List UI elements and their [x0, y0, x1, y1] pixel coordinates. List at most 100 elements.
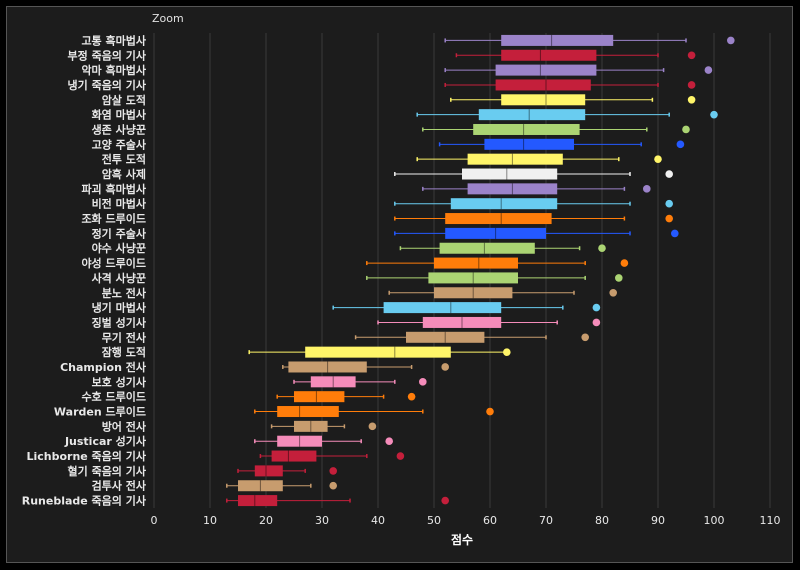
iqr-box[interactable]	[434, 257, 518, 269]
box-row[interactable]: 무기 전사	[102, 330, 589, 344]
box-row[interactable]: 냉기 죽음의 기사	[68, 78, 696, 92]
outlier-point[interactable]	[385, 437, 394, 446]
box-row[interactable]: Justicar 성기사	[64, 434, 394, 448]
iqr-box[interactable]	[445, 213, 552, 225]
iqr-box[interactable]	[434, 287, 513, 299]
box-row[interactable]: 방어 전사	[102, 419, 377, 433]
zoom-label[interactable]: Zoom	[152, 12, 184, 25]
box-row[interactable]: 생존 사냥꾼	[92, 122, 690, 136]
iqr-box[interactable]	[406, 331, 485, 343]
category-label: 사격 사냥꾼	[92, 271, 146, 285]
box-row[interactable]: 조화 드루이드	[81, 212, 673, 226]
iqr-box[interactable]	[422, 316, 502, 328]
box-row[interactable]: 혈기 죽음의 기사	[68, 464, 338, 478]
box-row[interactable]: 보호 성기사	[92, 375, 427, 389]
outlier-point[interactable]	[441, 363, 450, 371]
outlier-point[interactable]	[665, 199, 673, 208]
iqr-box[interactable]	[294, 391, 345, 403]
iqr-box[interactable]	[238, 480, 283, 492]
iqr-box[interactable]	[462, 168, 558, 180]
box-row[interactable]: 수호 드루이드	[81, 390, 416, 404]
box-row[interactable]: 암살 도적	[102, 93, 696, 107]
iqr-box[interactable]	[501, 49, 597, 61]
outlier-point[interactable]	[687, 81, 696, 89]
iqr-box[interactable]	[254, 465, 283, 477]
outlier-point[interactable]	[419, 378, 427, 386]
iqr-box[interactable]	[294, 420, 328, 432]
box-row[interactable]: 고통 흑마법사	[81, 33, 735, 47]
iqr-box[interactable]	[277, 435, 322, 447]
iqr-box[interactable]	[501, 94, 586, 106]
iqr-box[interactable]	[305, 346, 451, 358]
box-row[interactable]: 냉기 마법사	[92, 301, 601, 315]
outlier-point[interactable]	[609, 288, 617, 297]
box-row[interactable]: 비전 마법사	[92, 197, 673, 211]
iqr-box[interactable]	[473, 123, 580, 135]
box-row[interactable]: 부정 죽음의 기사	[68, 48, 696, 62]
box-row[interactable]: Warden 드루이드	[54, 405, 494, 419]
iqr-box[interactable]	[277, 406, 339, 418]
outlier-point[interactable]	[643, 185, 651, 193]
outlier-point[interactable]	[441, 496, 450, 505]
outlier-point[interactable]	[503, 348, 511, 356]
outlier-point[interactable]	[592, 303, 601, 312]
outlier-point[interactable]	[581, 333, 589, 342]
outlier-point[interactable]	[329, 467, 338, 475]
box-row[interactable]: 정기 주술사	[92, 226, 679, 240]
iqr-box[interactable]	[501, 34, 614, 46]
box-row[interactable]: 암흑 사제	[102, 167, 673, 181]
outlier-point[interactable]	[665, 170, 673, 178]
iqr-box[interactable]	[288, 361, 367, 373]
outlier-point[interactable]	[665, 214, 673, 223]
outlier-point[interactable]	[710, 110, 718, 119]
outlier-point[interactable]	[598, 244, 606, 253]
outlier-point[interactable]	[682, 125, 690, 134]
box-row[interactable]: 야성 드루이드	[81, 256, 629, 270]
box-row[interactable]: Champion 전사	[60, 360, 450, 374]
outlier-point[interactable]	[407, 392, 416, 401]
outlier-point[interactable]	[486, 407, 494, 416]
box-row[interactable]: 징벌 성기사	[92, 315, 601, 329]
outlier-point[interactable]	[368, 422, 377, 431]
iqr-box[interactable]	[467, 153, 563, 165]
iqr-box[interactable]	[310, 376, 356, 388]
outlier-point[interactable]	[687, 95, 696, 104]
outlier-point[interactable]	[620, 259, 629, 267]
iqr-box[interactable]	[467, 183, 558, 195]
box-row[interactable]: 전투 도적	[102, 152, 662, 166]
box-row[interactable]: 악마 흑마법사	[81, 63, 713, 77]
outlier-point[interactable]	[687, 51, 696, 60]
box-row[interactable]: 사격 사냥꾼	[92, 271, 623, 285]
box-row[interactable]: 분노 전사	[102, 286, 617, 300]
iqr-box[interactable]	[450, 198, 558, 210]
outlier-point[interactable]	[396, 452, 405, 460]
box-row[interactable]: 파괴 흑마법사	[81, 182, 651, 196]
iqr-box[interactable]	[495, 79, 591, 91]
outlier-point[interactable]	[615, 274, 623, 282]
category-label: 분노 전사	[102, 286, 147, 300]
box-row[interactable]: 검투사 전사	[92, 479, 338, 493]
box-row[interactable]: 고양 주술사	[92, 137, 685, 151]
iqr-box[interactable]	[484, 138, 574, 150]
box-row[interactable]: Lichborne 죽음의 기사	[26, 449, 405, 463]
outlier-point[interactable]	[704, 66, 713, 74]
outlier-point[interactable]	[329, 481, 338, 490]
iqr-box[interactable]	[428, 272, 518, 284]
outlier-point[interactable]	[592, 318, 601, 327]
iqr-box[interactable]	[445, 227, 546, 239]
box-row[interactable]: Runeblade 죽음의 기사	[22, 494, 450, 508]
outlier-point[interactable]	[727, 36, 735, 45]
box-row[interactable]: 잠행 도적	[102, 345, 511, 359]
iqr-box[interactable]	[271, 450, 317, 462]
iqr-box[interactable]	[478, 109, 586, 121]
iqr-box[interactable]	[495, 64, 597, 76]
iqr-box[interactable]	[383, 302, 502, 314]
outlier-point[interactable]	[671, 229, 679, 238]
iqr-box[interactable]	[238, 495, 278, 507]
outlier-point[interactable]	[654, 155, 662, 163]
category-label: 검투사 전사	[92, 479, 147, 493]
box-row[interactable]: 야수 사냥꾼	[92, 241, 606, 255]
outlier-point[interactable]	[676, 140, 685, 149]
box-row[interactable]: 화염 마법사	[92, 108, 718, 122]
iqr-box[interactable]	[439, 242, 535, 254]
